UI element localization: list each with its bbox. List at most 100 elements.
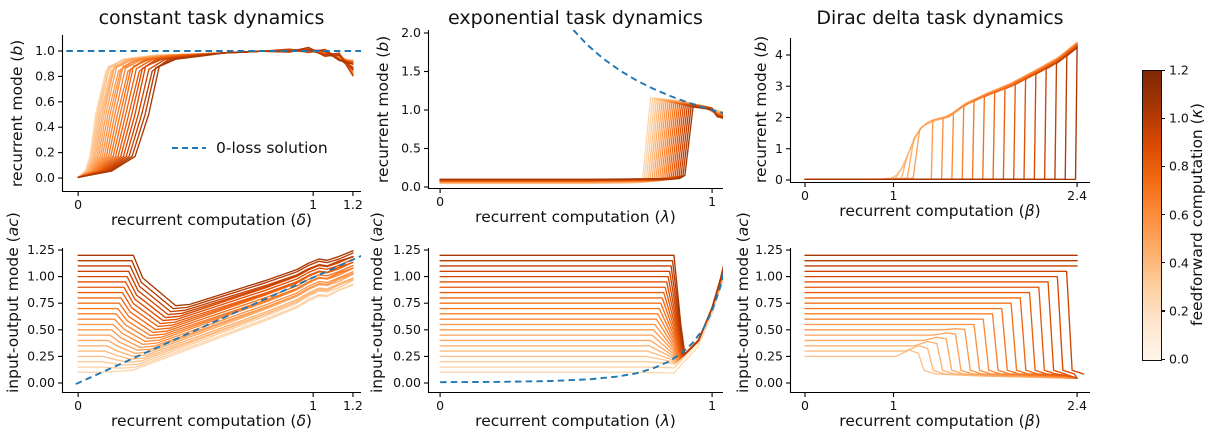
series-line [77,48,354,179]
series-line [804,318,1078,379]
y-tick-label: 1.00 [393,269,421,284]
series-line [804,281,1078,379]
series-line [77,267,354,343]
series-line [439,269,723,360]
series-line [439,266,723,357]
series-line [77,48,354,179]
reference-line-group [440,270,723,384]
colorbar-tick-label: 0.0 [1169,351,1189,367]
y-tick-label: 0.50 [393,322,421,337]
y-tick-label: 1 [775,141,783,156]
series-line [77,48,354,179]
reference-line [572,30,723,114]
series-line [439,104,723,181]
series-line [77,48,354,179]
series-line [439,103,723,182]
series-line [439,105,723,181]
series-line [77,49,354,179]
y-tick-label: 2.0 [401,25,421,40]
data-lines [439,97,723,185]
series-line [804,297,1078,379]
series-line [439,105,723,181]
series-line [804,41,1078,181]
series-line [804,42,1078,181]
y-tick-label: 0.5 [401,140,421,155]
series-line [804,345,1078,379]
series-line [804,47,1078,181]
x-tick-label: 1.2 [343,398,363,413]
y-tick-label: 0.75 [755,295,783,310]
x-tick-label: 0 [436,398,444,413]
data-lines [804,254,1085,379]
series-line [439,274,723,365]
series-line [439,100,723,183]
series-line [439,268,723,359]
series-line [804,43,1078,181]
series-line [77,284,354,374]
y-tick-label: 0.25 [393,348,421,363]
colorbar-tick-label: 1.0 [1169,110,1189,126]
series-line [804,44,1078,181]
series-line [804,44,1078,181]
y-tick-label: 1.00 [755,269,783,284]
series-line [439,101,723,183]
series-line [804,336,1078,379]
x-tick-label: 0 [801,188,809,203]
data-lines [77,250,354,374]
series-line [804,42,1078,181]
x-tick-label: 1 [708,398,716,413]
series-line [77,48,354,179]
series-line [804,291,1078,379]
series-line [439,99,723,184]
y-tick-label: 1.00 [27,269,55,284]
x-tick-label: 0 [74,197,82,212]
colorbar-tick [1161,117,1165,119]
series-line [77,252,354,310]
series-line [804,349,1078,379]
y-tick-label: 0.6 [35,94,55,109]
y-tick-label: 1.25 [393,242,421,257]
x-tick-label: 2.4 [1067,398,1087,413]
y-tick-label: 1.0 [401,102,421,117]
y-tick-label: 0.50 [755,322,783,337]
series-line [77,279,354,366]
plot-area: 0 1 0.0 0.5 1.0 1.5 2.0 [401,25,723,209]
series-line [804,340,1078,379]
series-line [804,45,1078,181]
series-line [77,47,354,179]
colorbar-gradient [1142,70,1162,361]
series-line [804,45,1078,181]
x-axis-label: recurrent computation (λ) [475,208,676,226]
y-axis-label: recurrent mode (b) [374,35,392,184]
y-tick-label: 0.4 [35,119,55,134]
series-line [439,97,723,185]
series-line [439,103,723,182]
series-line [439,106,723,180]
y-tick-label: 0.00 [755,375,783,390]
series-line [77,261,354,328]
series-line [439,254,723,355]
series-line [77,258,354,322]
series-line [439,276,723,374]
y-tick-label: 0.8 [35,68,55,83]
legend-label: 0-loss solution [216,139,328,157]
colorbar-tick [1161,262,1165,264]
series-line [77,255,354,319]
series-line [439,272,723,363]
series-line [77,48,354,179]
colorbar-tick-label: 0.6 [1169,207,1189,222]
series-line [77,273,354,349]
colorbar-tick-label: 0.2 [1169,303,1189,319]
reference-line [75,254,361,385]
series-line [439,272,723,363]
series-line [77,48,354,179]
y-tick-label: 0.75 [393,295,421,310]
y-tick-label: 0.75 [27,295,55,310]
series-line [439,269,723,360]
x-tick-label: 0 [801,398,809,413]
y-tick-label: 1.5 [401,64,421,79]
y-tick-label: 4 [775,47,783,62]
series-line [77,267,354,340]
